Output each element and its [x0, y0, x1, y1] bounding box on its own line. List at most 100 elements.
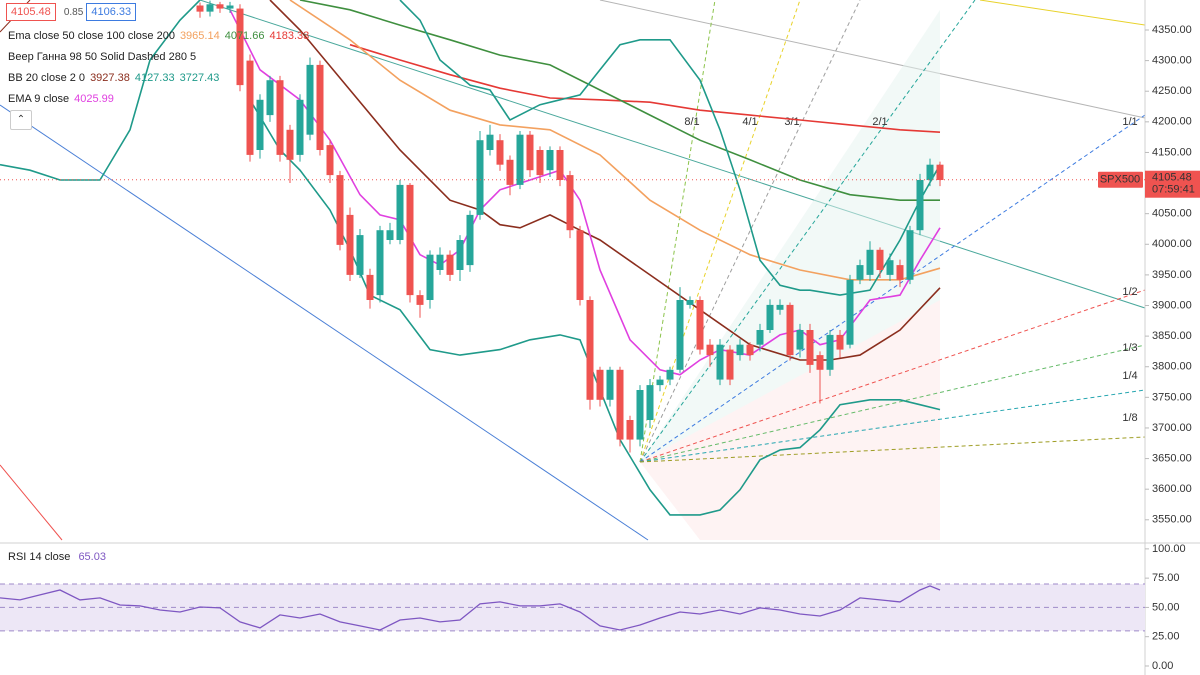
candle-body — [896, 265, 904, 280]
fan-fill — [640, 300, 940, 540]
candle-body — [726, 349, 734, 380]
candle-body — [236, 8, 244, 86]
candle-body — [346, 214, 354, 275]
fan-label: 2/1 — [872, 116, 887, 128]
legend-label: BB 20 close 2 0 — [8, 72, 86, 84]
legend-value: 4127.33 — [134, 72, 175, 84]
fan-line — [639, 0, 861, 463]
fan-line — [639, 344, 1146, 463]
candle-body — [226, 5, 234, 9]
y-tick-label: 4200.00 — [1152, 116, 1192, 128]
candle-body — [506, 159, 514, 185]
candle-body — [246, 60, 254, 155]
candle-body — [466, 214, 474, 266]
bid[interactable]: 4105.48 — [6, 3, 56, 21]
candle-body — [596, 369, 604, 400]
legend-row: EMA 9 close 4025.99 — [6, 93, 114, 105]
indicator-line — [299, 0, 940, 201]
candle-body — [806, 330, 814, 365]
rsi-title: RSI 14 close — [8, 551, 71, 563]
candle-body — [756, 330, 764, 345]
candle-body — [586, 300, 594, 400]
y-tick-label: 0.00 — [1152, 660, 1173, 672]
y-tick-label: 100.00 — [1152, 543, 1186, 555]
candle-body — [276, 80, 284, 155]
y-tick-label: 3700.00 — [1152, 422, 1192, 434]
fan-label: 4/1 — [742, 116, 757, 128]
ask[interactable]: 4106.33 — [86, 3, 137, 21]
legend-value: 3727.43 — [179, 72, 220, 84]
candle-body — [866, 249, 874, 275]
candle-body — [256, 99, 264, 150]
trend-line — [979, 0, 1146, 26]
fan-line — [639, 0, 801, 463]
price-tag-value: 4105.48 — [1152, 172, 1192, 184]
legend-row: BB 20 close 2 0 3927.38 4127.33 3727.43 — [6, 72, 219, 84]
quote-row: 4105.48 0.85 4106.33 — [6, 3, 137, 21]
trend-line — [0, 104, 649, 541]
trend-line — [599, 0, 1146, 119]
candle-body — [686, 300, 694, 305]
indicator-line — [229, 9, 941, 376]
candle-body — [746, 344, 754, 356]
legend-value: 4025.99 — [74, 93, 114, 105]
candle-body — [916, 180, 924, 231]
rsi-line — [0, 585, 941, 631]
y-tick-label: 25.00 — [1152, 631, 1180, 643]
candle-body — [816, 355, 824, 370]
candle-body — [326, 145, 334, 176]
candle-body — [296, 99, 304, 155]
candle-body — [356, 235, 364, 275]
fan-label: 1/1 — [1122, 116, 1137, 128]
candle-body — [616, 369, 624, 440]
candle-body — [676, 300, 684, 370]
candle-body — [826, 334, 834, 370]
candle-body — [626, 420, 634, 440]
y-tick-label: 4050.00 — [1152, 208, 1192, 220]
rsi-value: 65.03 — [78, 551, 106, 563]
candle-body — [576, 230, 584, 300]
candle-body — [846, 279, 854, 345]
y-tick-label: 3650.00 — [1152, 452, 1192, 464]
trend-line — [199, 0, 1146, 309]
candle-body — [926, 164, 934, 180]
candle-body — [396, 184, 404, 240]
y-tick-label: 3600.00 — [1152, 483, 1192, 495]
fan-fill — [640, 10, 940, 462]
legend-value: 4183.33 — [269, 30, 310, 42]
legend-label: Ema close 50 close 100 close 200 — [8, 30, 175, 42]
candle-body — [706, 344, 714, 356]
candle-body — [736, 344, 744, 356]
y-tick-label: 4300.00 — [1152, 55, 1192, 67]
candle-body — [416, 295, 424, 305]
candle-body — [496, 140, 504, 165]
candle-body — [446, 254, 454, 275]
candle-body — [386, 230, 394, 240]
candle-body — [306, 64, 314, 135]
y-tick-label: 75.00 — [1152, 572, 1180, 584]
candle-body — [936, 164, 944, 180]
candle-body — [776, 304, 784, 310]
legend-label: EMA 9 close — [8, 93, 70, 105]
legend-row: Ema close 50 close 100 close 200 3965.14 4… — [6, 30, 309, 42]
legend-row: Веер Ганна 98 50 Solid Dashed 280 5 — [6, 51, 196, 63]
legend-label: Веер Ганна 98 50 Solid Dashed 280 5 — [8, 51, 197, 63]
y-tick-label: 3850.00 — [1152, 330, 1192, 342]
candle-body — [656, 379, 664, 386]
candle-body — [336, 175, 344, 245]
candle-body — [566, 175, 574, 231]
candle-body — [696, 300, 704, 350]
collapse-button[interactable]: ⌃ — [10, 110, 32, 130]
candle-body — [406, 184, 414, 296]
y-tick-label: 3800.00 — [1152, 361, 1192, 373]
symbol-tag — [1098, 171, 1143, 188]
y-tick-label: 4000.00 — [1152, 238, 1192, 250]
price-tag-time: 07:59:41 — [1152, 184, 1195, 196]
fan-label: 1/8 — [1122, 412, 1137, 424]
candle-body — [376, 230, 384, 296]
candle-body — [796, 330, 804, 350]
candle-body — [646, 385, 654, 420]
indicator-line — [349, 43, 941, 133]
